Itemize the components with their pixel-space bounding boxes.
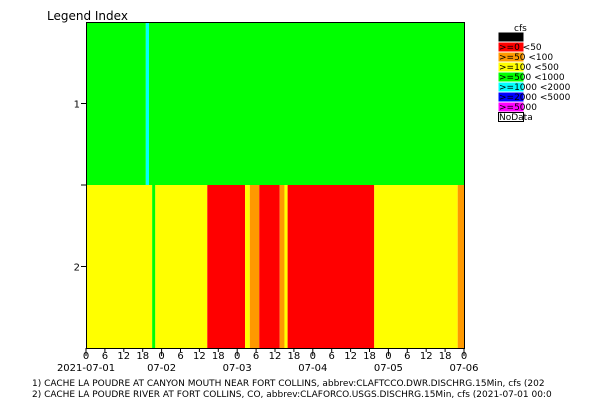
x-date-label: 07-06 (449, 363, 478, 374)
y-tick-label: 1 (74, 100, 80, 111)
heatmap-cell-row-2 (207, 185, 246, 348)
x-tick-label: 18 (212, 351, 225, 362)
x-tick-label: 0 (158, 351, 164, 362)
legend-label: <0 (499, 33, 513, 43)
legend-swatch (498, 62, 524, 72)
x-tick-label: 6 (404, 351, 410, 362)
x-tick-label: 0 (83, 351, 89, 362)
heatmap-cell-row-2 (245, 185, 250, 348)
x-tick-label: 0 (461, 351, 467, 362)
legend-swatch (498, 52, 524, 62)
footnote-1: 1) CACHE LA POUDRE AT CANYON MOUTH NEAR … (32, 379, 545, 389)
legend: cfs <0>=0 <50>=50 <100>=100 <500>=500 <1… (498, 24, 571, 123)
heatmap-cell-row-2 (86, 185, 153, 348)
heatmap-cell-row-2 (279, 185, 285, 348)
y-tick-label: 2 (74, 263, 80, 274)
x-tick-label: 18 (136, 351, 149, 362)
legend-swatch (498, 92, 524, 102)
x-tick-label: 18 (288, 351, 301, 362)
x-tick-label: 0 (310, 351, 316, 362)
legend-label: >=1000 <2000 (499, 83, 571, 93)
heatmap-cell-row-2 (374, 185, 458, 348)
heatmap-cell-row-2 (457, 185, 464, 348)
x-date-label: 07-04 (298, 363, 327, 374)
heatmap-cell-row-2 (287, 185, 375, 348)
x-tick-label: 0 (234, 351, 240, 362)
legend-swatch (498, 42, 524, 52)
heatmap-cell-row-2 (259, 185, 280, 348)
legend-label: >=0 <50 (499, 43, 542, 53)
legend-swatch (498, 112, 524, 122)
heatmap-cell-row-1 (149, 22, 464, 185)
legend-swatch (498, 72, 524, 82)
legend-label: >=2000 <5000 (499, 93, 571, 103)
heatmap-cell-row-2 (284, 185, 288, 348)
legend-label: >=100 <500 (499, 63, 559, 73)
legend-swatch (498, 82, 524, 92)
chart-title: Legend Index (47, 9, 128, 23)
heatmap-cell-row-1 (86, 22, 146, 185)
heatmap-cell-row-2 (155, 185, 208, 348)
plot-area: 12 (74, 22, 465, 349)
x-tick-label: 6 (329, 351, 335, 362)
x-tick-label: 12 (269, 351, 282, 362)
legend-swatch (498, 102, 524, 112)
heatmap-cell-row-1 (145, 22, 149, 185)
x-tick-label: 0 (385, 351, 391, 362)
x-tick-label: 6 (177, 351, 183, 362)
x-tick-label: 18 (363, 351, 376, 362)
x-tick-label: 12 (420, 351, 433, 362)
x-tick-label: 12 (344, 351, 357, 362)
x-tick-label: 12 (117, 351, 130, 362)
x-tick-label: 18 (439, 351, 452, 362)
heatmap-cell-row-2 (249, 185, 260, 348)
legend-label: >=500 <1000 (499, 73, 565, 83)
legend-unit: cfs (514, 24, 527, 34)
footnote-2: 2) CACHE LA POUDRE RIVER AT FORT COLLINS… (32, 390, 552, 400)
legend-label: >=50 <100 (499, 53, 553, 63)
x-tick-label: 6 (253, 351, 259, 362)
x-tick-label: 6 (102, 351, 108, 362)
x-axis: 0 6 12 18 0 6 12 18 0 6 12 18 0 6 12 18 0 6 12 18 02021-07-0… (57, 348, 479, 374)
legend-label: NoData (499, 113, 533, 123)
x-date-label: 07-05 (374, 363, 403, 374)
legend-swatch (498, 32, 524, 42)
heatmap-cell-row-2 (152, 185, 156, 348)
x-start-date-label: 2021-07-01 (57, 363, 115, 374)
legend-label: >=5000 (499, 103, 537, 113)
x-tick-label: 12 (193, 351, 206, 362)
x-date-label: 07-02 (147, 363, 176, 374)
x-date-label: 07-03 (223, 363, 252, 374)
